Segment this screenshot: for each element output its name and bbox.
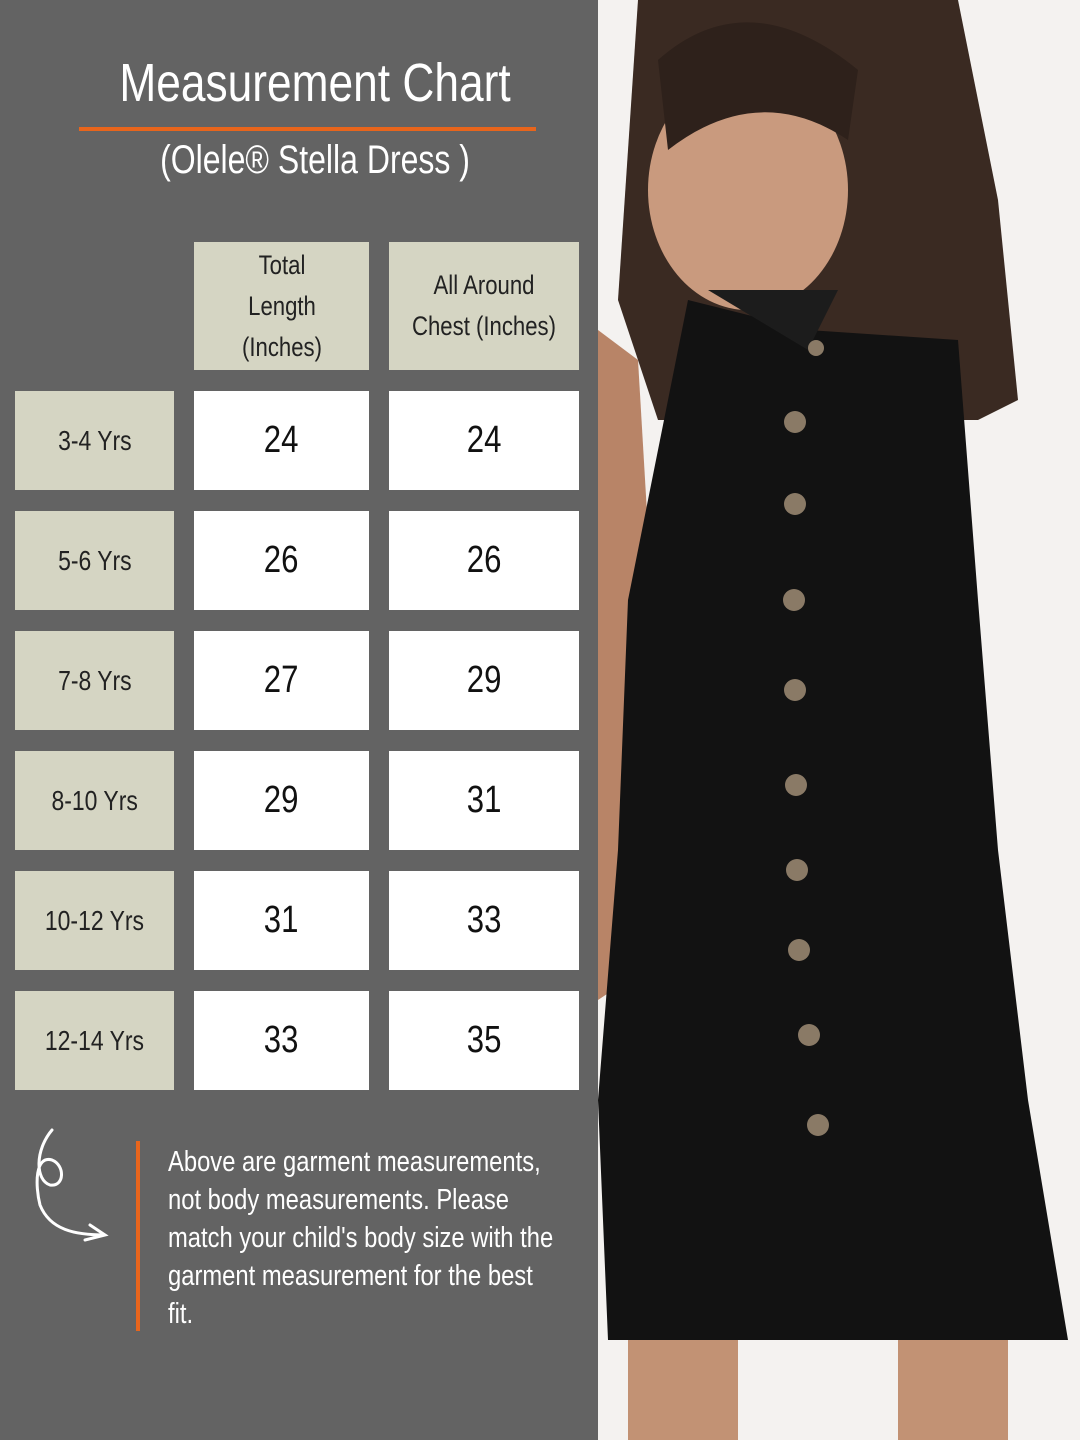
length-value: 29: [194, 751, 369, 850]
title-divider: [79, 127, 536, 131]
curly-arrow-icon: [35, 1128, 109, 1242]
length-value: 24: [194, 391, 369, 490]
size-label: 8-10 Yrs: [15, 751, 174, 850]
size-label: 3-4 Yrs: [15, 391, 174, 490]
chest-value: 31: [389, 751, 579, 850]
length-value: 26: [194, 511, 369, 610]
size-label: 5-6 Yrs: [15, 511, 174, 610]
length-value: 33: [194, 991, 369, 1090]
header-total-length: Total Length (Inches): [194, 242, 369, 370]
fit-note: Above are garment measurements, not body…: [168, 1146, 554, 1330]
chart-title: Measurement Chart: [119, 53, 511, 113]
chest-value: 24: [389, 391, 579, 490]
chest-value: 26: [389, 511, 579, 610]
measurement-panel: Measurement Chart (Olele® Stella Dress )…: [0, 0, 598, 1440]
chest-value: 33: [389, 871, 579, 970]
note-accent-bar: [136, 1141, 140, 1331]
chart-subtitle: (Olele® Stella Dress ): [160, 138, 470, 182]
size-label: 12-14 Yrs: [15, 991, 174, 1090]
chest-value: 35: [389, 991, 579, 1090]
header-chest: All Around Chest (Inches): [389, 242, 579, 370]
chest-value: 29: [389, 631, 579, 730]
product-photo-girl-in-black-dress: [598, 0, 1080, 1440]
length-value: 27: [194, 631, 369, 730]
length-value: 31: [194, 871, 369, 970]
size-label: 7-8 Yrs: [15, 631, 174, 730]
size-label: 10-12 Yrs: [15, 871, 174, 970]
